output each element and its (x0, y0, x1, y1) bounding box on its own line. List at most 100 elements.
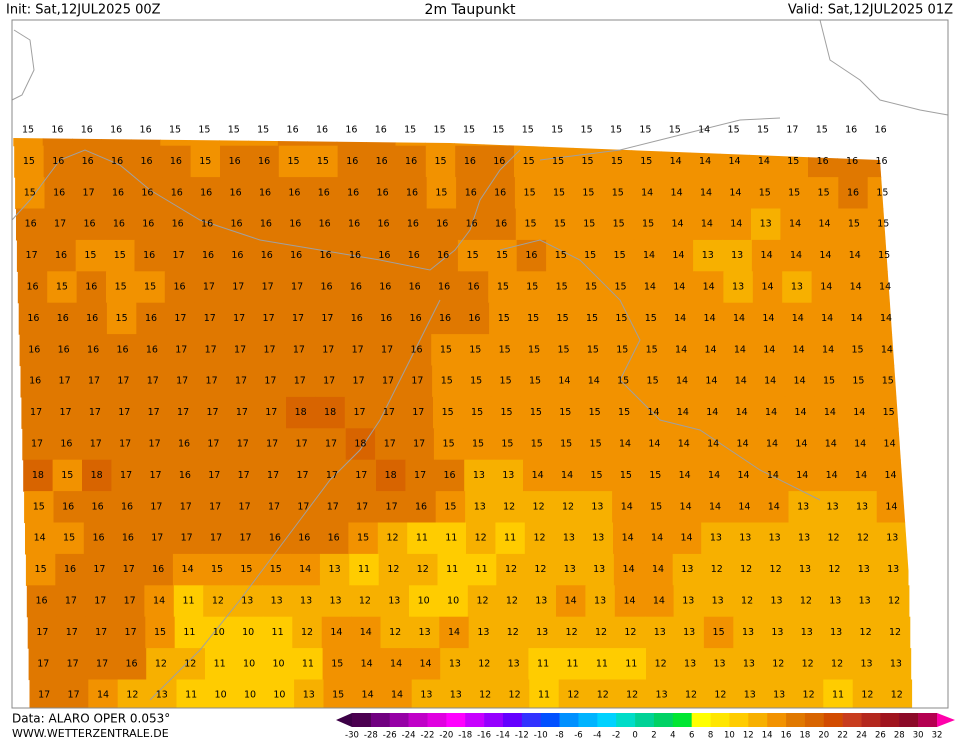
dewpoint-label: 17 (327, 501, 339, 512)
dewpoint-label: 17 (65, 596, 77, 607)
dewpoint-label: 17 (296, 439, 308, 450)
dewpoint-label: 14 (448, 627, 460, 638)
dewpoint-cell (132, 177, 163, 210)
dewpoint-label: 17 (205, 344, 217, 355)
dewpoint-label: 10 (242, 627, 254, 638)
dewpoint-label: 10 (243, 658, 255, 669)
dewpoint-cell (112, 491, 143, 524)
dewpoint-label: 16 (378, 250, 390, 261)
dewpoint-label: 15 (556, 282, 568, 293)
legend-swatch (616, 713, 636, 727)
dewpoint-cell (441, 679, 472, 708)
dewpoint-cell (499, 679, 530, 708)
dewpoint-label: 15 (610, 125, 622, 136)
dewpoint-cell (339, 208, 370, 241)
dewpoint-label: 12 (506, 596, 518, 607)
dewpoint-label: 17 (411, 376, 423, 387)
dewpoint-cell (728, 459, 759, 492)
dewpoint-label: 14 (153, 596, 165, 607)
dewpoint-cell (846, 459, 877, 492)
dewpoint-cell (604, 208, 634, 241)
dewpoint-cell (811, 271, 842, 304)
dewpoint-label: 17 (413, 439, 425, 450)
dewpoint-label: 14 (182, 564, 194, 575)
dewpoint-cell (72, 138, 103, 147)
legend-tick-label: 24 (856, 731, 867, 741)
dewpoint-cell (524, 522, 555, 555)
dewpoint-label: 14 (795, 439, 807, 450)
dewpoint-cell (76, 271, 107, 304)
dewpoint-cell (134, 239, 165, 272)
dewpoint-label: 15 (645, 313, 657, 324)
dewpoint-label: 17 (267, 470, 279, 481)
dewpoint-cell (580, 396, 610, 429)
dewpoint-label: 14 (419, 658, 431, 669)
dewpoint-label: 14 (644, 282, 656, 293)
dewpoint-label: 13 (419, 627, 431, 638)
dewpoint-label: 13 (681, 564, 693, 575)
dewpoint-cell (699, 459, 730, 492)
dewpoint-label: 16 (845, 125, 857, 136)
dewpoint-cell (220, 145, 250, 178)
dewpoint-label: 16 (116, 344, 128, 355)
dewpoint-cell (400, 271, 430, 304)
dewpoint-cell (264, 679, 295, 708)
dewpoint-label: 14 (854, 439, 866, 450)
dewpoint-label: 15 (852, 376, 864, 387)
dewpoint-label: 15 (620, 470, 632, 481)
dewpoint-label: 15 (640, 156, 652, 167)
dewpoint-label: 15 (584, 250, 596, 261)
dewpoint-label: 15 (144, 282, 156, 293)
dewpoint-label: 15 (582, 187, 594, 198)
dewpoint-cell (820, 585, 851, 618)
dewpoint-label: 16 (316, 125, 328, 136)
dewpoint-label: 16 (52, 156, 64, 167)
dewpoint-label: 16 (28, 344, 40, 355)
dewpoint-label: 13 (473, 470, 485, 481)
dewpoint-label: 17 (177, 407, 189, 418)
dewpoint-cell (167, 365, 198, 398)
dewpoint-label: 13 (702, 250, 714, 261)
dewpoint-label: 17 (59, 376, 71, 387)
dewpoint-label: 12 (741, 596, 753, 607)
dewpoint-cell (666, 334, 697, 367)
dewpoint-cell (349, 553, 380, 586)
dewpoint-label: 14 (762, 313, 774, 324)
dewpoint-cell (25, 553, 56, 586)
dewpoint-label: 16 (377, 187, 389, 198)
dewpoint-label: 14 (729, 187, 741, 198)
dewpoint-label: 16 (200, 187, 212, 198)
dewpoint-label: 15 (787, 156, 799, 167)
dewpoint-cell (635, 271, 666, 304)
dewpoint-cell (493, 459, 524, 492)
dewpoint-cell (81, 428, 112, 461)
dewpoint-label: 11 (538, 690, 550, 701)
dewpoint-cell (640, 459, 671, 492)
dewpoint-label: 17 (382, 376, 394, 387)
dewpoint-cell (470, 679, 501, 708)
dewpoint-label: 16 (289, 219, 301, 230)
dewpoint-label: 16 (145, 313, 157, 324)
dewpoint-label: 17 (96, 658, 108, 669)
dewpoint-label: 11 (832, 690, 844, 701)
dewpoint-cell (44, 177, 75, 210)
dewpoint-label: 14 (648, 439, 660, 450)
dewpoint-label: 17 (208, 470, 220, 481)
dewpoint-label: 17 (203, 282, 215, 293)
dewpoint-cell (440, 648, 471, 681)
dewpoint-cell (751, 208, 781, 241)
dewpoint-label: 14 (34, 533, 46, 544)
dewpoint-cell (253, 271, 283, 304)
dewpoint-cell (751, 239, 782, 272)
dewpoint-label: 15 (613, 219, 625, 230)
legend-tick-label: 22 (837, 731, 848, 741)
dewpoint-cell (227, 396, 258, 429)
dewpoint-cell (697, 396, 728, 429)
dewpoint-cell (196, 365, 227, 398)
dewpoint-cell (173, 585, 204, 618)
dewpoint-cell (468, 616, 499, 649)
dewpoint-label: 15 (617, 376, 629, 387)
dewpoint-label: 11 (214, 658, 226, 669)
dewpoint-label: 17 (59, 407, 71, 418)
dewpoint-label: 15 (63, 533, 75, 544)
